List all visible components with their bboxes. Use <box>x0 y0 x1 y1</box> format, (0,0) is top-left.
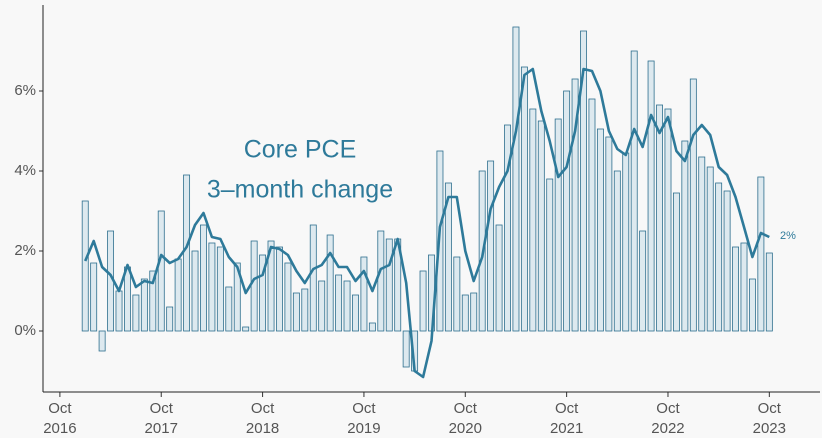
x-tick-label: Oct 2020 <box>449 400 482 437</box>
line <box>84 67 770 379</box>
bar <box>537 120 545 332</box>
bar <box>647 60 655 332</box>
bar <box>596 128 604 332</box>
bar <box>563 90 571 332</box>
bar <box>183 174 191 332</box>
bar <box>504 124 511 332</box>
bar <box>242 326 250 332</box>
x-tick-label: Oct 2022 <box>651 400 684 437</box>
bar <box>233 262 241 332</box>
bar <box>191 250 199 332</box>
bar <box>352 294 359 332</box>
x-tick-label: Oct 2016 <box>43 400 76 437</box>
bar <box>529 108 537 332</box>
bar <box>546 178 554 332</box>
end-label: 2% <box>780 230 796 242</box>
bar <box>622 152 630 332</box>
bar <box>149 270 157 332</box>
bar <box>664 108 672 332</box>
bar <box>715 182 723 332</box>
bar <box>377 230 385 332</box>
bar <box>157 210 165 332</box>
bar <box>132 294 140 332</box>
bar <box>689 78 697 332</box>
bar <box>301 288 309 332</box>
bar <box>419 270 427 332</box>
annotation: 3–month change <box>207 176 393 204</box>
bar <box>216 246 224 332</box>
bar <box>630 50 638 332</box>
bar <box>740 242 748 332</box>
bar <box>385 238 393 332</box>
bar <box>681 140 689 332</box>
bar <box>639 230 647 332</box>
x-tick-label: Oct 2023 <box>753 400 786 437</box>
y-tick-label: 2% <box>14 242 36 259</box>
bar <box>580 30 587 332</box>
bar <box>81 200 89 332</box>
bar <box>368 322 376 332</box>
bar <box>554 118 562 332</box>
x-tick-label: Oct 2019 <box>347 400 380 437</box>
bar <box>453 256 461 332</box>
bar <box>495 224 503 332</box>
bar <box>166 306 174 332</box>
bar <box>225 286 233 332</box>
y-tick-label: 4% <box>14 162 36 179</box>
bar <box>259 254 267 332</box>
annotation: Core PCE <box>244 136 357 164</box>
bar <box>605 136 613 332</box>
bar <box>284 262 292 332</box>
bar <box>698 156 706 332</box>
bar <box>140 278 148 332</box>
bar <box>335 274 343 332</box>
bar <box>326 234 334 332</box>
bar <box>487 160 495 332</box>
bar <box>656 104 663 332</box>
bar <box>672 192 680 332</box>
bar <box>470 292 478 332</box>
bar <box>402 330 410 368</box>
bar <box>115 290 123 332</box>
bar <box>276 246 283 332</box>
bar <box>588 98 596 332</box>
y-tick-label: 0% <box>14 322 36 339</box>
bar <box>444 182 452 332</box>
bar <box>200 224 207 332</box>
bar <box>208 242 216 332</box>
bar <box>723 190 731 332</box>
bar <box>520 66 528 332</box>
bar <box>250 240 258 332</box>
bar <box>732 246 739 332</box>
bar <box>292 292 300 332</box>
bar <box>124 266 131 332</box>
bar <box>309 224 317 332</box>
bar <box>512 26 520 332</box>
bar <box>571 78 579 332</box>
x-tick-label: Oct 2018 <box>246 400 279 437</box>
x-tick-label: Oct 2021 <box>550 400 583 437</box>
y-tick-label: 6% <box>14 82 36 99</box>
bar <box>748 278 756 332</box>
x-tick-label: Oct 2017 <box>145 400 178 437</box>
bar <box>318 280 326 332</box>
bar <box>343 280 351 332</box>
bar <box>706 166 714 332</box>
bar <box>613 170 621 332</box>
bar <box>461 294 469 332</box>
bar <box>90 262 98 332</box>
bar <box>98 330 106 352</box>
bar <box>267 240 275 332</box>
bar <box>360 256 368 332</box>
bar <box>765 252 773 332</box>
bar <box>757 176 765 332</box>
bar <box>174 258 182 332</box>
